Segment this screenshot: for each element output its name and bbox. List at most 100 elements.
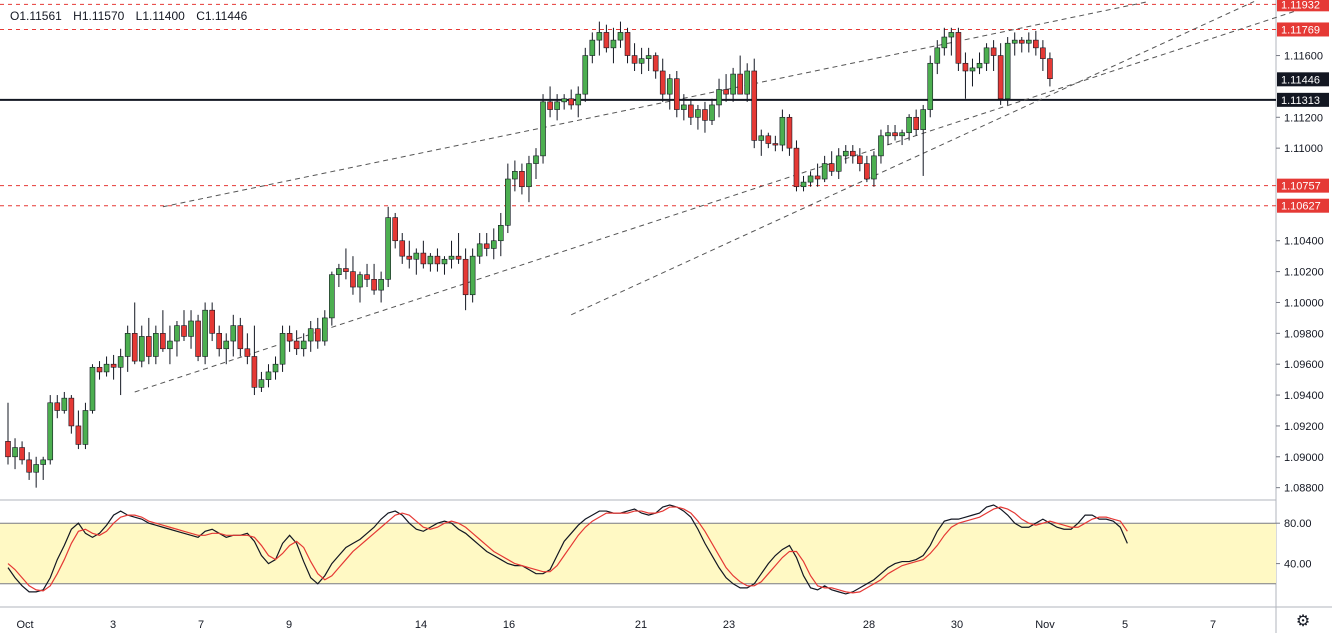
candle-down [751,70,758,141]
time-tick-label: 21 [635,619,647,631]
stochastic-tick-label: 40.00 [1284,559,1312,571]
candle-down [828,163,835,172]
candle-down [659,70,666,95]
candle-down [216,333,222,350]
candle-down [547,101,553,110]
candle-up [575,93,582,106]
candle-down [371,279,377,291]
candle-up [89,366,96,411]
candle-up [413,252,420,260]
candle-down [237,325,244,350]
level-price-tag [1277,22,1329,37]
candle-up [307,328,314,342]
price-tick-label: 1.09600 [1284,359,1324,371]
time-tick-label: 7 [198,619,204,631]
candle-down [181,325,187,337]
price-tick-label: 1.09800 [1284,328,1324,340]
candle-up [258,379,265,388]
price-tick-label: 1.09000 [1284,452,1324,464]
candle-down [26,459,32,473]
candle-down [1040,47,1046,59]
candle-down [913,116,919,130]
candle-up [617,32,624,41]
channel-line [162,1,1149,208]
price-tick-label: 1.11600 [1284,51,1323,63]
candle-down [568,98,575,106]
candle-down [1033,39,1039,49]
candle-up [666,78,673,95]
time-tick-label: 23 [723,619,735,631]
time-tick-label: 28 [863,619,875,631]
time-tick-label: 30 [951,619,963,631]
candle-down [631,55,638,64]
candle-down [406,255,413,260]
candle-up [800,181,807,188]
time-tick-label: 9 [286,619,292,631]
candle-up [807,175,814,183]
candle-up [188,320,194,337]
level-price-tag [1277,0,1329,12]
candle-down [209,309,215,334]
candle-up [138,336,145,362]
channel-line [570,1,1255,316]
candle-up [744,70,751,95]
candle-up [512,170,518,180]
candle-up [279,333,286,365]
candle-down [350,271,356,288]
stochastic-tick-label: 80.00 [1284,518,1312,530]
candle-down [195,320,201,357]
candle-down [624,32,631,56]
current-price-tag-label: 1.11446 [1281,74,1320,86]
candle-up [378,279,384,291]
candle-down [997,55,1004,100]
candle-up [202,309,208,357]
candle-down [251,356,258,388]
price-tick-label: 1.08800 [1284,483,1324,495]
candle-down [772,143,779,146]
candle-up [969,67,976,72]
candle-down [723,89,729,95]
candle-up [12,447,18,458]
price-tick-label: 1.10000 [1284,297,1324,309]
candle-down [399,240,406,257]
candle-down [160,333,166,350]
candle-up [153,333,159,357]
candle-up [716,89,722,106]
candle-down [857,155,863,164]
candle-down [286,333,293,342]
candle-up [427,255,434,265]
price-tick-label: 1.11000 [1284,143,1323,155]
time-tick-label: 16 [503,619,515,631]
candle-up [821,163,828,180]
candle-up [1004,42,1011,100]
candle-up [448,255,455,260]
candle-up [469,255,476,296]
candle-up [842,150,849,157]
time-tick-label: 5 [1122,619,1128,631]
candle-up [329,274,335,319]
candle-up [885,132,891,137]
candle-up [167,340,173,350]
candle-up [385,217,391,280]
candle-down [462,258,469,296]
channel-line [134,1,1325,393]
candle-up [103,363,110,373]
candle-up [582,55,589,95]
candle-down [364,274,370,280]
candle-up [265,371,272,380]
candle-down [455,255,462,260]
candle-up [920,109,927,130]
candle-down [652,55,659,72]
candle-up [941,36,948,49]
candle-down [603,32,610,49]
candle-up [645,55,652,59]
candle-up [526,163,532,188]
candle-up [976,62,983,69]
candle-down [814,175,821,180]
candle-up [61,397,68,411]
candle-down [962,62,969,72]
gear-icon[interactable]: ⚙ [1295,613,1311,630]
candle-up [476,243,483,257]
candle-down [420,252,427,265]
